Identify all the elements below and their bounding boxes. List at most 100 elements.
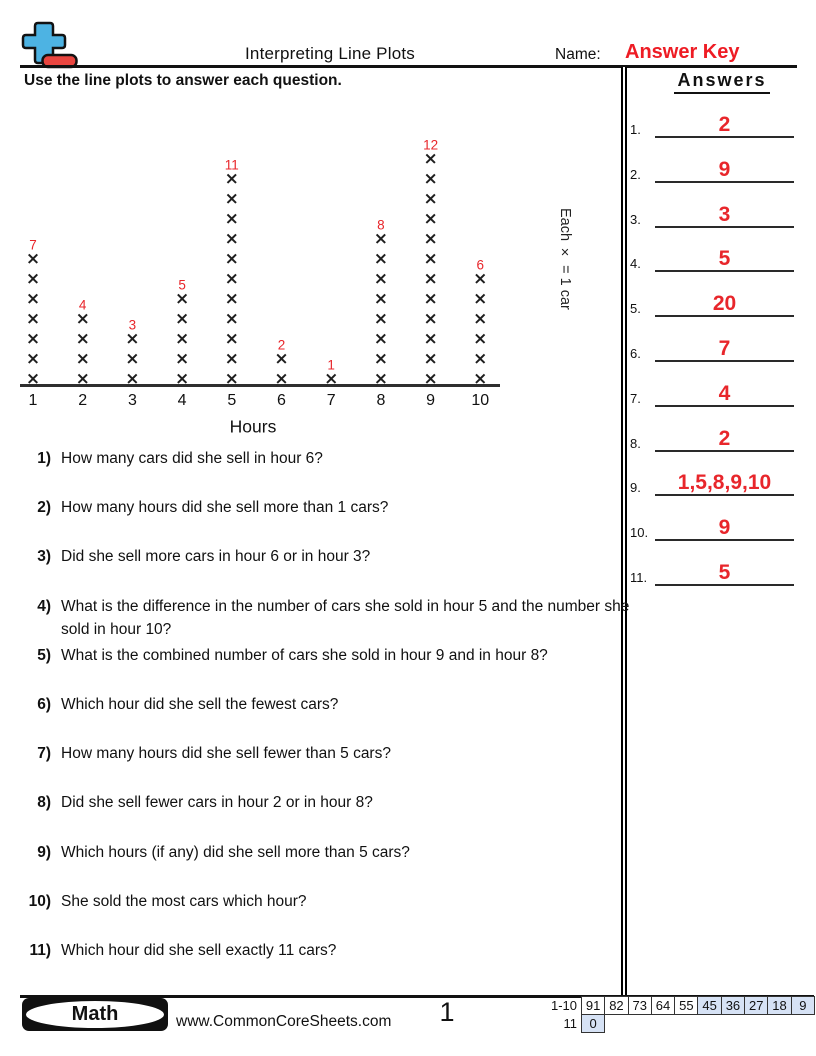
x-mark: × (423, 169, 438, 189)
x-mark: × (224, 169, 239, 189)
x-mark: × (25, 369, 41, 389)
x-mark: × (473, 369, 488, 389)
question-row: 4) What is the difference in the number o… (13, 595, 658, 641)
answer-blank: 9 (655, 514, 794, 542)
website-url: www.CommonCoreSheets.com (176, 1013, 392, 1030)
x-mark: × (423, 369, 438, 389)
score-cell: 45 (697, 996, 722, 1015)
answer-value: 9 (718, 157, 731, 181)
question-number: 6) (37, 696, 51, 713)
x-mark: × (423, 309, 438, 329)
count-label: 4 (78, 297, 87, 313)
answer-item: 11. 5 (628, 559, 794, 586)
x-tick-label: 4 (177, 392, 187, 409)
x-tick-label: 5 (227, 392, 237, 409)
subject-badge-label: Math (71, 1003, 119, 1025)
x-mark: × (423, 289, 438, 309)
answer-blank: 5 (655, 559, 794, 586)
question-text: Which hour did she sell the fewest cars? (61, 696, 339, 713)
header-rule (20, 65, 797, 68)
answer-value: 1,5,8,9,10 (677, 471, 772, 495)
x-mark: × (224, 269, 239, 289)
question-text: How many cars did she sell in hour 6? (61, 450, 323, 467)
answer-number: 1. (630, 122, 641, 137)
question-text: She sold the most cars which hour? (61, 892, 307, 910)
x-mark: × (373, 249, 389, 269)
x-mark: × (224, 209, 239, 229)
x-mark: × (473, 349, 488, 369)
x-mark: × (423, 349, 438, 369)
x-mark: × (373, 369, 389, 389)
answers-heading-text: Answers (674, 70, 770, 94)
count-label: 11 (224, 157, 239, 173)
x-mark: × (373, 329, 389, 349)
plot-legend: Each × = 1 car (557, 208, 573, 310)
answer-number: 3. (630, 211, 641, 227)
x-tick-label: 8 (376, 392, 386, 409)
x-mark: × (423, 209, 438, 229)
question-number: 2) (37, 499, 51, 517)
answer-blank: 2 (655, 425, 794, 452)
x-mark: × (373, 309, 389, 329)
x-mark: × (423, 269, 438, 289)
x-mark: × (75, 329, 90, 349)
answer-number: 2. (630, 166, 641, 182)
question-number: 9) (37, 843, 51, 861)
question-text: Did she sell more cars in hour 6 or in h… (61, 548, 371, 566)
x-mark: × (324, 369, 339, 389)
count-label: 2 (277, 337, 286, 353)
answer-number: 10. (630, 525, 649, 541)
answer-item: 4. 5 (628, 245, 794, 273)
answer-value: 3 (718, 202, 731, 226)
x-mark: × (125, 329, 140, 349)
count-label: 8 (377, 217, 385, 233)
answer-number: 9. (630, 480, 641, 496)
x-mark: × (75, 349, 90, 369)
answer-key-text: Answer Key (625, 41, 740, 63)
answer-item: 3. 3 (628, 201, 794, 228)
question-number: 3) (37, 548, 51, 566)
x-tick-label: 2 (78, 392, 88, 409)
score-row-label: 1-10 (550, 998, 577, 1013)
x-mark: × (224, 329, 239, 349)
x-mark: × (473, 309, 488, 329)
question-text: Did she sell fewer cars in hour 2 or in … (61, 794, 373, 812)
subject-badge: Math (22, 998, 168, 1031)
answer-value: 4 (718, 381, 731, 405)
x-mark: × (174, 289, 190, 309)
answer-number: 6. (630, 346, 641, 361)
instruction-text: Use the line plots to answer each questi… (24, 72, 342, 89)
x-mark: × (423, 249, 438, 269)
question-text: What is the combined number of cars she … (61, 646, 548, 664)
x-mark: × (274, 369, 289, 389)
answer-item: 2. 9 (628, 156, 794, 183)
x-mark: × (25, 329, 41, 349)
answer-number: 11. (630, 570, 648, 585)
score-row-label: 11 (563, 1016, 578, 1031)
x-axis-label: Hours (229, 416, 277, 437)
x-mark: × (423, 229, 438, 249)
answer-item: 9. 1,5,8,9,10 (628, 469, 794, 497)
x-mark: × (25, 269, 41, 289)
question-number: 7) (37, 745, 51, 763)
question-text: Which hours (if any) did she sell more t… (61, 843, 410, 861)
score-cell: 91 (581, 996, 606, 1015)
x-mark: × (224, 249, 239, 269)
x-mark: × (373, 269, 389, 289)
x-mark: × (224, 349, 239, 369)
question-number: 11) (29, 942, 51, 959)
answer-blank: 7 (655, 335, 794, 362)
score-table: 1-10 91 82 73 64 55 45 36 27 18 9 11 0 (531, 996, 815, 1033)
x-mark: × (373, 349, 389, 369)
x-mark: × (125, 369, 140, 389)
line-plot: Hours Each × = 1 car × × × × × × × 7 1 × × × × 4 2 × × × 3… (0, 0, 620, 440)
x-mark: × (373, 289, 389, 309)
question-row: 8) Did she sell fewer cars in hour 2 or i… (13, 791, 658, 814)
x-mark: × (25, 249, 41, 269)
x-tick-label: 1 (28, 392, 38, 409)
answer-number: 7. (630, 390, 641, 406)
answers-panel-heading: Answers (627, 70, 816, 94)
answer-value: 9 (718, 516, 731, 540)
question-row: 1) How many cars did she sell in hour 6? (13, 447, 658, 470)
x-mark: × (224, 229, 239, 249)
